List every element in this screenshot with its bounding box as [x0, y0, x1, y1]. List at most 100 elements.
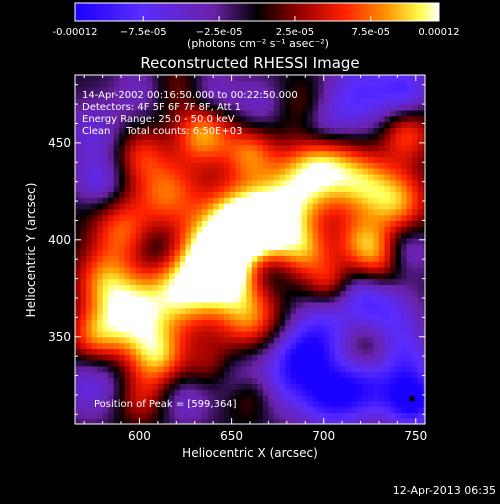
heatmap-cell	[191, 104, 198, 111]
heatmap-cell	[329, 80, 336, 88]
heatmap-cell	[168, 354, 176, 361]
heatmap-cell	[246, 325, 253, 332]
heatmap-cell	[174, 290, 181, 297]
heatmap-cell	[146, 168, 153, 175]
heatmap-cell	[119, 214, 126, 222]
heatmap-cell	[268, 173, 275, 181]
heatmap-cell	[75, 191, 82, 198]
heatmap-cell	[296, 232, 303, 239]
heatmap-cell	[102, 109, 109, 117]
heatmap-cell	[401, 243, 408, 251]
heatmap-cell	[113, 360, 120, 367]
heatmap-cell	[334, 406, 341, 413]
heatmap-cell	[384, 296, 391, 303]
heatmap-cell	[91, 249, 98, 256]
heatmap-cell	[367, 406, 375, 413]
heatmap-cell	[168, 104, 176, 111]
heatmap-cell	[97, 325, 104, 332]
heatmap-cell	[240, 348, 247, 355]
heatmap-cell	[345, 354, 352, 361]
heatmap-cell	[423, 144, 425, 152]
heatmap-cell	[384, 208, 391, 216]
heatmap-cell	[163, 266, 170, 274]
heatmap-cell	[273, 156, 281, 163]
heatmap-cell	[157, 394, 165, 402]
heatmap-cell	[323, 232, 330, 239]
heatmap-cell	[213, 168, 220, 175]
heatmap-cell	[373, 75, 380, 82]
heatmap-cell	[202, 75, 209, 82]
heatmap-cell	[207, 354, 214, 361]
heatmap-cell	[378, 144, 386, 152]
heatmap-cell	[351, 168, 358, 175]
heatmap-cell	[135, 208, 142, 216]
heatmap-cell	[191, 418, 198, 424]
heatmap-cell	[130, 92, 137, 99]
heatmap-cell	[367, 179, 375, 187]
heatmap-cell	[356, 261, 363, 268]
heatmap-cell	[345, 325, 352, 332]
heatmap-cell	[240, 121, 247, 128]
heatmap-cell	[218, 400, 225, 408]
heatmap-cell	[108, 377, 115, 384]
heatmap-cell	[157, 232, 165, 239]
heatmap-cell	[318, 330, 325, 338]
heatmap-cell	[301, 208, 308, 216]
heatmap-cell	[401, 284, 408, 291]
heatmap-cell	[185, 377, 192, 384]
heatmap-cell	[401, 214, 408, 222]
heatmap-cell	[224, 86, 231, 94]
heatmap-cell	[401, 173, 408, 181]
heatmap-cell	[378, 255, 386, 262]
heatmap-cell	[423, 284, 425, 291]
heatmap-cell	[86, 296, 93, 303]
heatmap-cell	[279, 412, 286, 419]
heatmap-cell	[412, 144, 419, 152]
heatmap-cell	[86, 104, 93, 111]
heatmap-cell	[395, 185, 402, 192]
heatmap-cell	[146, 272, 153, 280]
heatmap-cell	[395, 365, 402, 373]
heatmap-cell	[329, 133, 336, 140]
heatmap-cell	[80, 319, 87, 326]
heatmap-cell	[268, 365, 275, 373]
heatmap-cell	[130, 319, 137, 326]
heatmap-cell	[102, 226, 109, 233]
heatmap-cell	[423, 226, 425, 233]
heatmap-cell	[146, 92, 153, 99]
heatmap-cell	[356, 319, 363, 326]
heatmap-cell	[163, 127, 170, 134]
heatmap-cell	[196, 383, 203, 390]
heatmap-cell	[334, 249, 341, 256]
heatmap-cell	[273, 208, 281, 216]
heatmap-cell	[257, 307, 264, 315]
heatmap-cell	[273, 418, 281, 424]
heatmap-cell	[185, 226, 192, 233]
heatmap-cell	[185, 202, 192, 210]
heatmap-cell	[378, 75, 386, 82]
heatmap-cell	[290, 92, 297, 99]
heatmap-cell	[86, 127, 93, 134]
heatmap-cell	[229, 266, 236, 274]
heatmap-cell	[141, 202, 148, 210]
heatmap-cell	[218, 313, 225, 320]
heatmap-cell	[268, 278, 275, 285]
heatmap-cell	[180, 232, 187, 239]
heatmap-cell	[229, 272, 236, 280]
heatmap-cell	[312, 156, 319, 163]
heatmap-cell	[390, 243, 397, 251]
heatmap-cell	[257, 406, 264, 413]
heatmap-cell	[157, 86, 165, 94]
heatmap-cell	[329, 197, 336, 204]
heatmap-cell	[75, 232, 82, 239]
heatmap-cell	[362, 255, 369, 262]
heatmap-cell	[417, 383, 424, 390]
heatmap-cell	[240, 127, 247, 134]
heatmap-cell	[157, 301, 165, 309]
heatmap-cell	[340, 255, 347, 262]
heatmap-cell	[75, 202, 82, 210]
heatmap-cell	[373, 232, 380, 239]
heatmap-cell	[119, 389, 126, 396]
heatmap-cell	[180, 307, 187, 315]
heatmap-cell	[323, 261, 330, 268]
